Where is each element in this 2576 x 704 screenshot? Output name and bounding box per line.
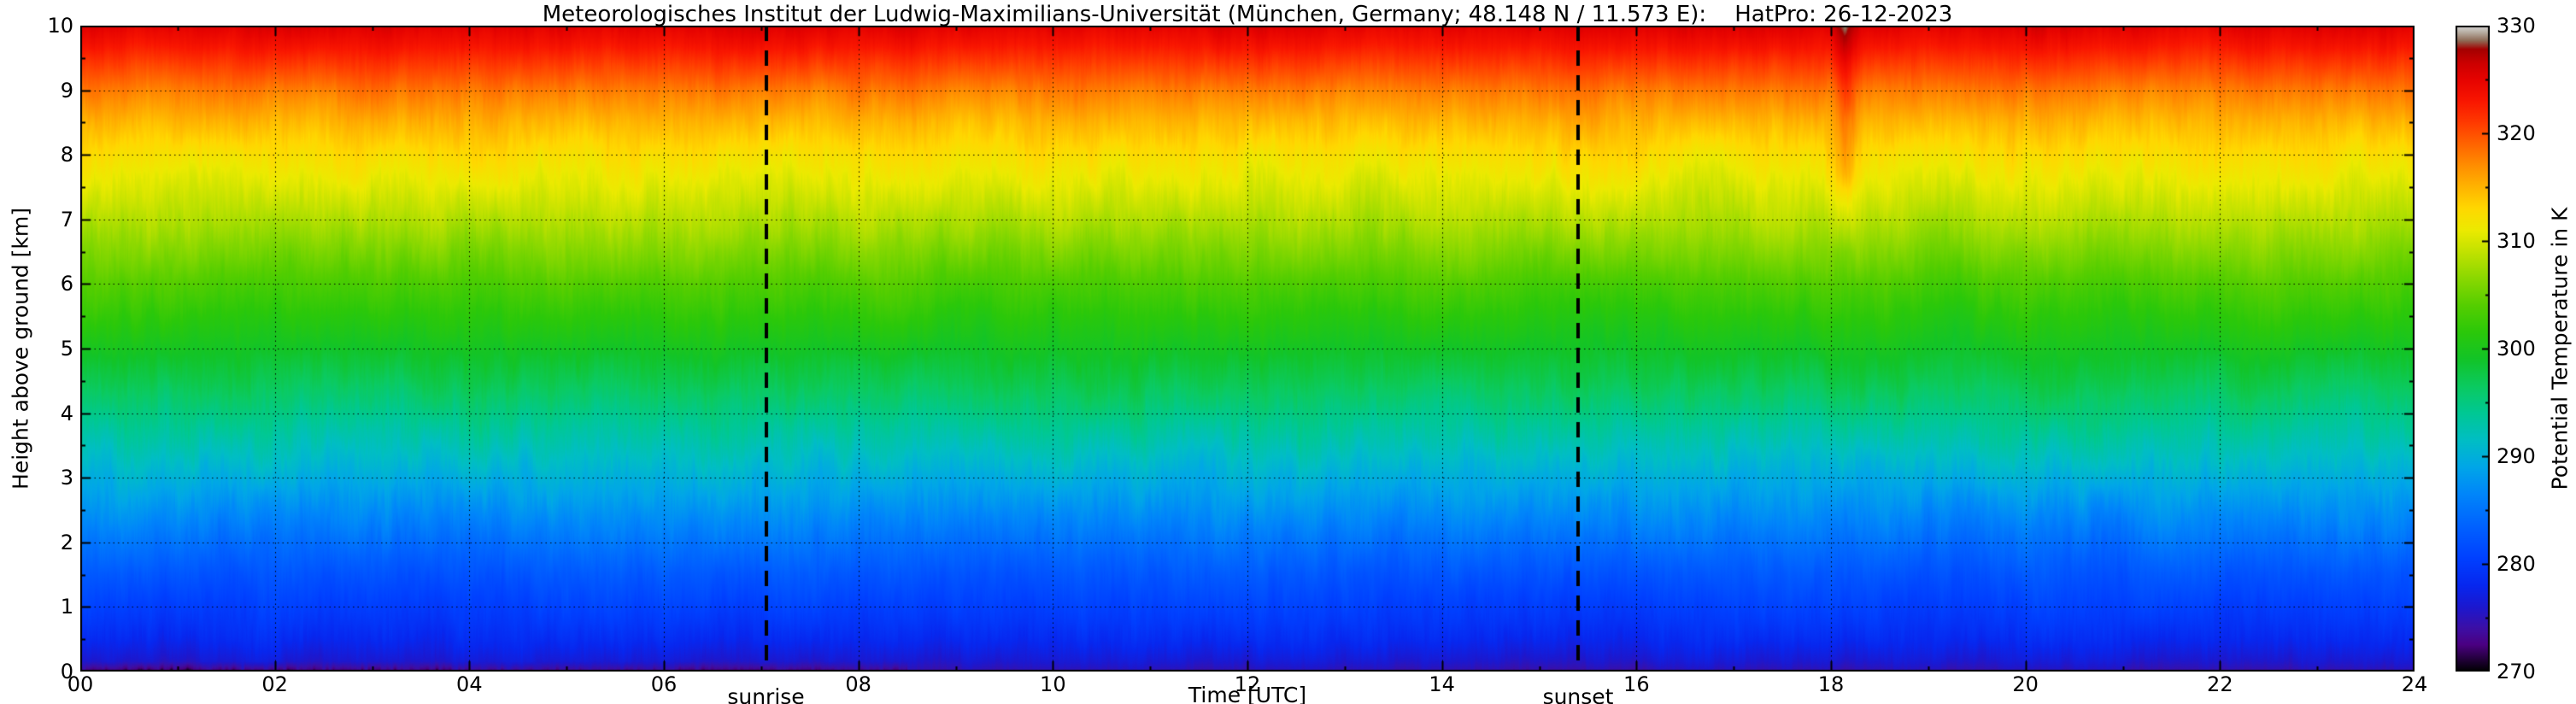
sunset-annotation-label: sunset: [1542, 684, 1614, 704]
colorbar-tick-label: 320: [2497, 121, 2536, 145]
x-tick-label: 08: [845, 672, 871, 696]
x-tick-label: 18: [1817, 672, 1845, 696]
x-tick-label: 00: [67, 672, 94, 696]
colorbar-canvas: [2456, 26, 2490, 672]
colorbar-tick-label: 270: [2497, 660, 2536, 683]
y-axis-label: Height above ground [km]: [8, 208, 33, 490]
x-tick-label: 14: [1429, 672, 1455, 696]
y-tick-label: 1: [60, 595, 73, 619]
colorbar-tick-label: 310: [2497, 229, 2536, 253]
y-tick-label: 8: [60, 143, 73, 167]
colorbar-tick-label: 300: [2497, 337, 2536, 361]
y-tick-label: 2: [60, 530, 73, 554]
colorbar-tick-label: 290: [2497, 444, 2536, 468]
x-tick-label: 22: [2207, 672, 2233, 696]
y-tick-label: 10: [47, 14, 73, 38]
x-tick-label: 24: [2401, 672, 2428, 696]
y-tick-label: 6: [60, 272, 73, 296]
x-tick-label: 16: [1623, 672, 1650, 696]
x-axis-label: Time [UTC]: [1188, 683, 1307, 704]
x-tick-label: 06: [650, 672, 678, 696]
chart-title: Meteorologisches Institut der Ludwig-Max…: [542, 2, 1953, 27]
x-tick-label: 20: [2012, 672, 2039, 696]
y-tick-label: 9: [60, 78, 73, 103]
sunrise-annotation-label: sunrise: [727, 684, 805, 704]
x-tick-label: 12: [1234, 672, 1261, 696]
y-tick-label: 5: [60, 337, 73, 361]
x-tick-label: 04: [456, 672, 483, 696]
y-tick-label: 4: [60, 401, 73, 425]
x-tick-label: 02: [261, 672, 288, 696]
y-tick-label: 0: [60, 660, 73, 683]
x-tick-label: 10: [1040, 672, 1066, 696]
heatmap-canvas: [80, 26, 2415, 672]
y-tick-label: 3: [60, 466, 73, 490]
y-tick-label: 7: [60, 207, 73, 232]
colorbar-tick-label: 330: [2497, 14, 2536, 38]
colorbar-tick-label: 280: [2497, 552, 2536, 576]
